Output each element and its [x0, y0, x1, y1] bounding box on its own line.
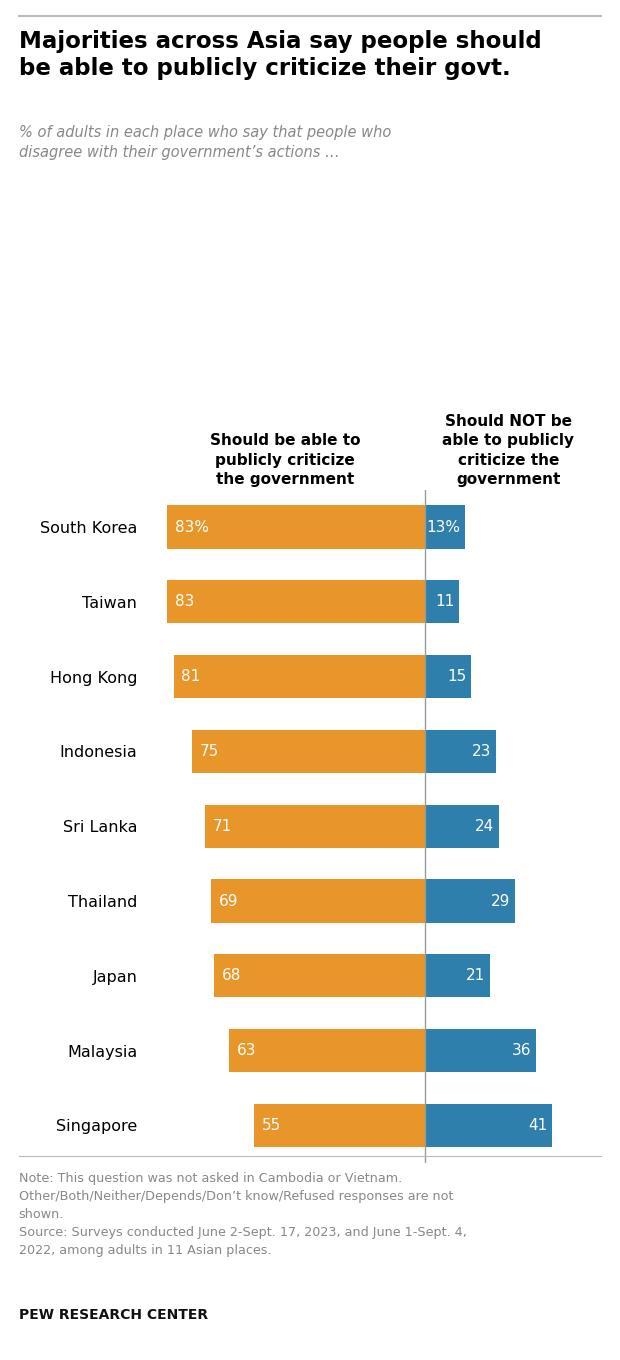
Bar — [425, 1030, 536, 1072]
Text: 83: 83 — [175, 594, 195, 609]
Bar — [425, 656, 471, 698]
Text: 23: 23 — [472, 744, 491, 759]
Text: 36: 36 — [512, 1043, 531, 1058]
Text: PEW RESEARCH CENTER: PEW RESEARCH CENTER — [19, 1308, 208, 1322]
Bar — [214, 955, 425, 997]
Text: 15: 15 — [447, 669, 466, 684]
Text: 29: 29 — [490, 894, 510, 908]
Text: Should NOT be
able to publicly
criticize the
government: Should NOT be able to publicly criticize… — [443, 415, 574, 487]
Text: 83%: 83% — [175, 520, 209, 534]
Bar — [425, 581, 459, 623]
Bar — [425, 805, 499, 847]
Text: % of adults in each place who say that people who
disagree with their government: % of adults in each place who say that p… — [19, 125, 391, 160]
Text: 24: 24 — [475, 819, 495, 834]
Bar — [167, 506, 425, 548]
Text: 69: 69 — [219, 894, 238, 908]
Bar — [211, 880, 425, 922]
Text: Majorities across Asia say people should
be able to publicly criticize their gov: Majorities across Asia say people should… — [19, 30, 541, 80]
Bar — [425, 1104, 552, 1146]
Bar — [425, 506, 465, 548]
Text: Note: This question was not asked in Cambodia or Vietnam.
Other/Both/Neither/Dep: Note: This question was not asked in Cam… — [19, 1172, 466, 1257]
Text: Should be able to
publicly criticize
the government: Should be able to publicly criticize the… — [210, 434, 360, 487]
Bar — [425, 730, 496, 772]
Text: 11: 11 — [435, 594, 454, 609]
Bar — [167, 581, 425, 623]
Bar — [205, 805, 425, 847]
Text: 21: 21 — [466, 968, 485, 983]
Bar — [174, 656, 425, 698]
Bar — [425, 880, 515, 922]
Bar — [254, 1104, 425, 1146]
Text: 68: 68 — [222, 968, 241, 983]
Text: 81: 81 — [182, 669, 201, 684]
Text: 55: 55 — [262, 1118, 281, 1133]
Bar — [229, 1030, 425, 1072]
Text: 13%: 13% — [427, 520, 460, 534]
Text: 71: 71 — [212, 819, 232, 834]
Text: 75: 75 — [200, 744, 219, 759]
Bar — [192, 730, 425, 772]
Text: 63: 63 — [237, 1043, 257, 1058]
Text: 41: 41 — [528, 1118, 547, 1133]
Bar — [425, 955, 490, 997]
